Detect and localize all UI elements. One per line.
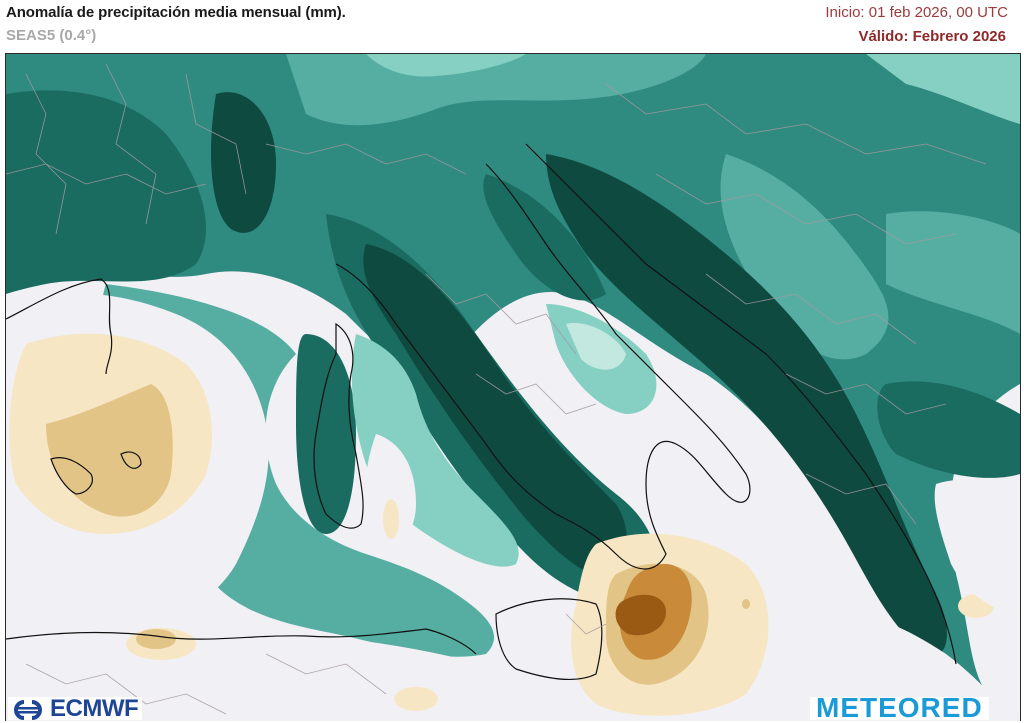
header: Anomalía de precipitación media mensual …	[0, 0, 1024, 53]
ecmwf-emblem-icon	[14, 700, 42, 720]
meteored-logo: METEORED	[810, 692, 989, 723]
init-time: Inicio: 01 feb 2026, 00 UTC	[825, 4, 1008, 21]
model-label: SEAS5 (0.4°)	[6, 27, 97, 44]
map-title: Anomalía de precipitación media mensual …	[6, 4, 346, 21]
ecmwf-logo-text: ECMWF	[50, 695, 139, 722]
valid-period: Válido: Febrero 2026	[858, 28, 1006, 45]
map-canvas	[6, 54, 1020, 721]
ecmwf-logo: ECMWF	[8, 695, 143, 722]
meteored-logo-text: METEORED	[816, 692, 983, 723]
precipitation-anomaly-map[interactable]	[5, 53, 1021, 721]
